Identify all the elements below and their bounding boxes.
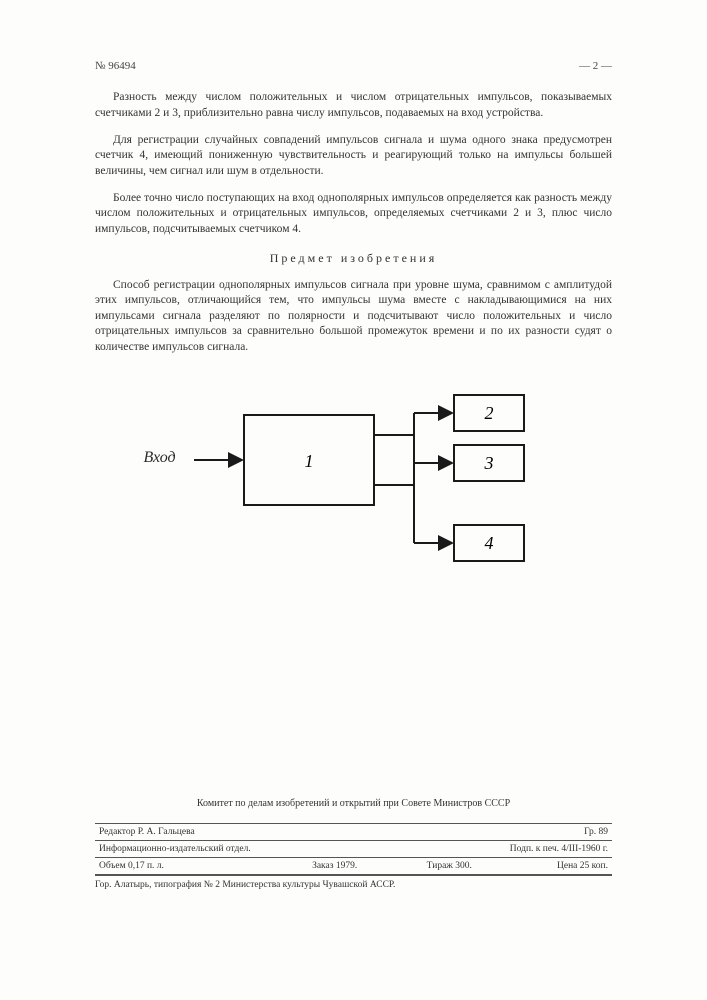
page-number: — 2 — <box>579 60 612 72</box>
page-header: № 96494 — 2 — <box>95 60 612 72</box>
volume-cell: Объем 0,17 п. л. <box>95 858 271 875</box>
print-house: Гор. Алатырь, типография № 2 Министерств… <box>95 875 612 890</box>
box-4-label: 4 <box>484 533 493 553</box>
diagram-svg: 1 2 3 4 <box>154 385 554 585</box>
price-cell: Цена 25 коп. <box>500 858 612 875</box>
paragraph-4: Способ регистрации однополярных импульсо… <box>95 278 612 356</box>
paragraph-3: Более точно число поступающих на вход од… <box>95 191 612 238</box>
box-2-label: 2 <box>484 403 493 423</box>
table-row: Редактор Р. А. Гальцева Гр. 89 <box>95 824 612 841</box>
signed-cell: Подп. к печ. 4/III-1960 г. <box>399 841 612 858</box>
footer-table: Редактор Р. А. Гальцева Гр. 89 Информаци… <box>95 823 612 875</box>
input-label: Вход <box>144 449 176 467</box>
box-3-label: 3 <box>483 453 493 473</box>
paragraph-2: Для регистрации случайных совпадений имп… <box>95 133 612 180</box>
paragraph-1: Разность между числом положительных и чи… <box>95 90 612 121</box>
table-row: Объем 0,17 п. л. Заказ 1979. Тираж 300. … <box>95 858 612 875</box>
doc-number: № 96494 <box>95 60 136 72</box>
box-1-label: 1 <box>304 451 313 471</box>
block-diagram: Вход 1 2 3 <box>154 385 554 585</box>
page: № 96494 — 2 — Разность между числом поло… <box>0 0 707 1000</box>
footer: Комитет по делам изобретений и открытий … <box>95 798 612 890</box>
table-row: Информационно-издательский отдел. Подп. … <box>95 841 612 858</box>
section-title: Предмет изобретения <box>95 251 612 266</box>
committee-line: Комитет по делам изобретений и открытий … <box>95 798 612 809</box>
dept-cell: Информационно-издательский отдел. <box>95 841 399 858</box>
editor-cell: Редактор Р. А. Гальцева <box>95 824 399 841</box>
group-cell: Гр. 89 <box>399 824 612 841</box>
tirazh-cell: Тираж 300. <box>399 858 500 875</box>
order-cell: Заказ 1979. <box>271 858 399 875</box>
